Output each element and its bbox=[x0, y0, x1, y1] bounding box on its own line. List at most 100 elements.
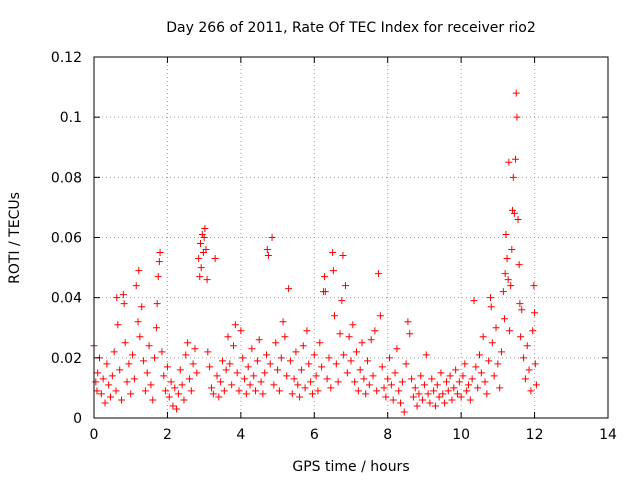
data-point bbox=[147, 381, 154, 388]
data-point bbox=[488, 303, 495, 310]
data-point bbox=[336, 330, 343, 337]
data-point bbox=[208, 384, 215, 391]
x-tick-label: 12 bbox=[526, 427, 544, 443]
data-point bbox=[412, 384, 419, 391]
data-point bbox=[458, 393, 465, 400]
data-point bbox=[386, 354, 393, 361]
data-point bbox=[142, 387, 149, 394]
x-tick-label: 6 bbox=[310, 427, 319, 443]
data-point bbox=[250, 372, 257, 379]
data-point bbox=[180, 396, 187, 403]
data-point bbox=[234, 369, 241, 376]
data-point bbox=[197, 240, 204, 247]
data-point bbox=[450, 384, 457, 391]
data-point bbox=[133, 282, 140, 289]
data-point bbox=[98, 390, 105, 397]
y-tick-label: 0.08 bbox=[51, 170, 82, 186]
data-point bbox=[276, 387, 283, 394]
data-point bbox=[195, 255, 202, 262]
data-point bbox=[265, 252, 272, 259]
data-point bbox=[459, 372, 466, 379]
data-point bbox=[289, 390, 296, 397]
data-point bbox=[489, 339, 496, 346]
data-point bbox=[430, 387, 437, 394]
data-point bbox=[280, 318, 287, 325]
data-point bbox=[107, 393, 114, 400]
data-point bbox=[131, 375, 138, 382]
data-point bbox=[221, 387, 228, 394]
data-point bbox=[410, 393, 417, 400]
data-point bbox=[179, 381, 186, 388]
data-point bbox=[526, 366, 533, 373]
data-point bbox=[434, 381, 441, 388]
data-point bbox=[116, 366, 123, 373]
data-point bbox=[245, 363, 252, 370]
data-point bbox=[448, 396, 455, 403]
data-point bbox=[419, 396, 426, 403]
data-point bbox=[188, 387, 195, 394]
data-point bbox=[436, 393, 443, 400]
data-point bbox=[186, 375, 193, 382]
data-point bbox=[359, 339, 366, 346]
y-tick-label: 0.04 bbox=[51, 291, 82, 307]
data-point bbox=[156, 258, 163, 265]
data-point bbox=[384, 375, 391, 382]
data-point bbox=[157, 249, 164, 256]
data-point bbox=[155, 273, 162, 280]
data-point bbox=[267, 360, 274, 367]
data-point bbox=[516, 261, 523, 268]
data-point bbox=[230, 342, 237, 349]
data-point bbox=[261, 369, 268, 376]
data-point bbox=[111, 348, 118, 355]
data-point bbox=[373, 387, 380, 394]
data-point bbox=[191, 345, 198, 352]
x-tick-label: 4 bbox=[236, 427, 245, 443]
chart-title: Day 266 of 2011, Rate Of TEC Index for r… bbox=[166, 20, 536, 36]
data-point bbox=[309, 390, 316, 397]
data-point bbox=[113, 387, 120, 394]
data-point bbox=[382, 393, 389, 400]
data-point bbox=[160, 372, 167, 379]
data-point bbox=[461, 360, 468, 367]
data-point bbox=[403, 360, 410, 367]
data-point bbox=[136, 333, 143, 340]
data-point bbox=[401, 408, 408, 415]
data-point bbox=[463, 387, 470, 394]
data-point bbox=[118, 396, 125, 403]
data-point bbox=[512, 156, 519, 163]
data-point bbox=[353, 348, 360, 355]
data-point bbox=[247, 381, 254, 388]
data-point bbox=[476, 351, 483, 358]
x-axis-label: GPS time / hours bbox=[292, 459, 409, 475]
data-point bbox=[226, 360, 233, 367]
data-point bbox=[349, 321, 356, 328]
data-point bbox=[395, 387, 402, 394]
data-point bbox=[272, 339, 279, 346]
data-point bbox=[377, 312, 384, 319]
y-tick-label: 0 bbox=[73, 411, 82, 427]
data-point bbox=[302, 384, 309, 391]
data-point bbox=[511, 210, 518, 217]
data-point bbox=[135, 318, 142, 325]
data-point bbox=[149, 396, 156, 403]
data-point bbox=[166, 393, 173, 400]
data-point bbox=[421, 381, 428, 388]
data-point bbox=[502, 270, 509, 277]
data-point bbox=[518, 306, 525, 313]
data-point bbox=[508, 246, 515, 253]
data-point bbox=[219, 357, 226, 364]
data-point bbox=[92, 378, 99, 385]
data-point bbox=[322, 288, 329, 295]
data-point bbox=[520, 354, 527, 361]
data-point bbox=[316, 339, 323, 346]
data-point bbox=[138, 303, 145, 310]
data-point bbox=[333, 360, 340, 367]
data-point bbox=[264, 246, 271, 253]
data-point bbox=[368, 336, 375, 343]
data-point bbox=[140, 357, 147, 364]
data-point bbox=[164, 363, 171, 370]
roti-chart: 0 2 4 6 8 10 12 14 0 0.02 0.04 0.06 0.08 0.1 0.12 Day… bbox=[0, 0, 640, 480]
data-point bbox=[169, 402, 176, 409]
data-point bbox=[454, 390, 461, 397]
data-point bbox=[392, 369, 399, 376]
